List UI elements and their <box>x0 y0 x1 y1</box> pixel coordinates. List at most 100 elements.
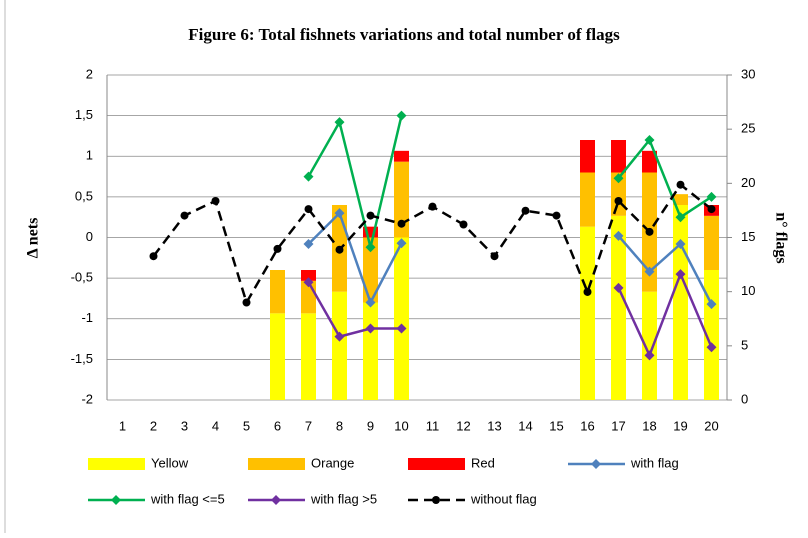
marker <box>428 202 437 211</box>
marker <box>613 230 624 241</box>
bar <box>642 150 657 173</box>
bar <box>580 172 595 227</box>
bar <box>394 150 409 162</box>
y2-tick-label: 30 <box>741 66 755 81</box>
marker <box>707 205 716 214</box>
bar <box>332 291 347 400</box>
y2-tick-label: 10 <box>741 283 755 298</box>
bar <box>673 194 688 205</box>
marker <box>366 211 375 220</box>
bar <box>642 291 657 400</box>
legend-label: with flag <box>630 455 679 470</box>
marker <box>396 238 407 249</box>
bar <box>704 215 719 270</box>
marker <box>583 287 592 296</box>
legend-marker <box>111 495 121 505</box>
marker <box>303 277 314 288</box>
legend-swatch <box>88 458 145 470</box>
marker <box>303 239 314 249</box>
x-tick-label: 8 <box>336 418 343 433</box>
marker <box>706 299 717 310</box>
legend-swatch <box>408 458 465 470</box>
bar <box>363 226 378 238</box>
x-tick-label: 17 <box>611 418 625 433</box>
y-tick-label: -0,5 <box>71 270 93 285</box>
x-tick-label: 18 <box>642 418 656 433</box>
marker <box>644 350 655 361</box>
x-tick-label: 5 <box>243 418 250 433</box>
x-tick-label: 11 <box>426 418 440 433</box>
marker <box>334 331 345 342</box>
marker <box>676 180 685 189</box>
bar <box>270 313 285 400</box>
x-tick-label: 15 <box>549 418 563 433</box>
marker <box>304 205 313 214</box>
x-tick-label: 3 <box>181 418 188 433</box>
x-tick-label: 13 <box>487 418 501 433</box>
legend-marker <box>591 459 601 469</box>
legend-marker <box>271 495 281 505</box>
marker <box>149 252 158 261</box>
marker <box>365 323 376 334</box>
line <box>307 115 713 248</box>
x-tick-label: 1 <box>119 418 126 433</box>
bar <box>673 205 688 400</box>
y-tick-label: -1 <box>81 310 93 325</box>
marker <box>303 171 314 182</box>
y-tick-label: 0 <box>86 229 93 244</box>
marker <box>706 191 717 202</box>
legend-label: Orange <box>311 455 354 470</box>
marker <box>211 196 220 205</box>
x-tick-label: 4 <box>212 418 219 433</box>
y-tick-label: 0,5 <box>75 188 93 203</box>
bar <box>363 237 378 303</box>
x-tick-label: 2 <box>150 418 157 433</box>
marker <box>334 117 345 128</box>
marker <box>242 298 251 307</box>
marker <box>675 212 686 223</box>
marker <box>613 173 624 184</box>
y-tick-label: -2 <box>81 391 93 406</box>
bar <box>394 237 409 400</box>
bar <box>580 226 595 400</box>
x-tick-label: 16 <box>580 418 594 433</box>
marker <box>675 239 686 249</box>
line <box>307 270 713 359</box>
marker <box>644 266 655 277</box>
bar <box>301 313 316 400</box>
x-tick-label: 6 <box>274 418 281 433</box>
marker <box>459 220 468 229</box>
marker <box>644 135 655 145</box>
x-tick-label: 10 <box>394 418 408 433</box>
y2-axis-title: n° flags <box>772 212 789 263</box>
marker <box>675 269 686 280</box>
legend-label: Red <box>471 455 495 470</box>
y2-tick-label: 5 <box>741 337 748 352</box>
bar <box>394 161 409 238</box>
marker <box>335 245 344 254</box>
y2-tick-label: 20 <box>741 175 755 190</box>
y-axis-title: Δ nets <box>25 218 42 259</box>
x-tick-label: 20 <box>704 418 718 433</box>
marker <box>521 206 530 215</box>
marker <box>645 227 654 236</box>
marker <box>365 297 376 308</box>
marker <box>334 208 345 219</box>
legend-label: Yellow <box>151 455 189 470</box>
marker <box>552 211 561 220</box>
marker <box>706 342 717 353</box>
bar <box>704 270 719 400</box>
legend-label: with flag <=5 <box>150 491 225 506</box>
y2-tick-label: 15 <box>741 229 755 244</box>
x-tick-label: 12 <box>456 418 470 433</box>
y2-tick-label: 0 <box>741 391 748 406</box>
legend-label: without flag <box>470 491 537 506</box>
marker <box>396 323 407 334</box>
x-tick-label: 9 <box>367 418 374 433</box>
y2-tick-label: 25 <box>741 121 755 136</box>
marker <box>273 244 282 253</box>
marker <box>180 211 189 220</box>
legend-swatch <box>248 458 305 470</box>
y-tick-label: 1 <box>86 148 93 163</box>
